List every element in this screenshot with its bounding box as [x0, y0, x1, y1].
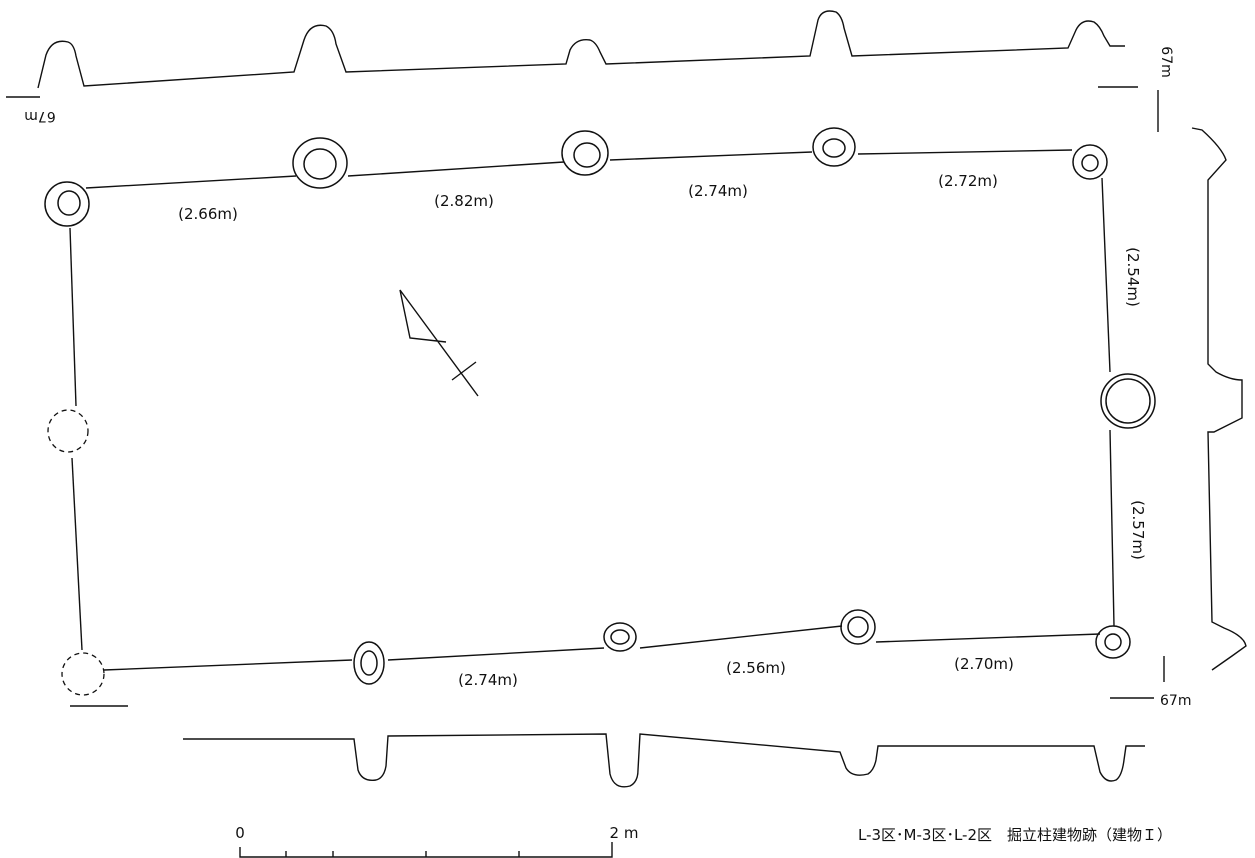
elevation-label-north: 67m	[24, 108, 55, 124]
estimated-post-hole	[47, 409, 89, 453]
post-hole	[840, 609, 876, 645]
post-hole	[1100, 373, 1156, 429]
scale-bar-end-label: 2 m	[610, 824, 639, 842]
figure-caption: L-3区･M-3区･L-2区 掘立柱建物跡（建物Ｉ）	[858, 826, 1172, 844]
estimated-post-hole	[61, 652, 105, 696]
elevation-label-southeast: 67m	[1160, 693, 1191, 709]
span-label-south: (2.70m)	[954, 655, 1014, 673]
elevation-label-northeast: 67m	[1158, 46, 1174, 77]
east-section-profile	[1110, 127, 1247, 699]
span-label-south: (2.74m)	[458, 671, 518, 689]
post-hole	[44, 181, 90, 227]
scale-bar-start-label: 0	[235, 824, 245, 842]
span-label-east: (2.54m)	[1124, 247, 1142, 307]
span-label-north: (2.82m)	[434, 192, 494, 210]
post-hole	[1072, 144, 1108, 180]
building-outline	[69, 149, 1115, 671]
post-hole	[812, 127, 856, 167]
post-hole	[561, 130, 609, 176]
post-hole	[603, 622, 637, 652]
post-hole	[292, 137, 348, 189]
scale-bar: 0 2 m	[235, 824, 639, 858]
span-label-east: (2.57m)	[1129, 500, 1147, 560]
north-arrow-icon	[399, 289, 479, 397]
post-hole	[353, 641, 385, 685]
post-holes	[44, 127, 1156, 696]
post-hole	[1095, 625, 1131, 659]
north-section-profile	[6, 10, 1159, 132]
span-label-south: (2.56m)	[726, 659, 786, 677]
span-label-north: (2.72m)	[938, 172, 998, 190]
span-label-north: (2.66m)	[178, 205, 238, 223]
span-label-north: (2.74m)	[688, 182, 748, 200]
south-section-profile	[70, 705, 1145, 788]
